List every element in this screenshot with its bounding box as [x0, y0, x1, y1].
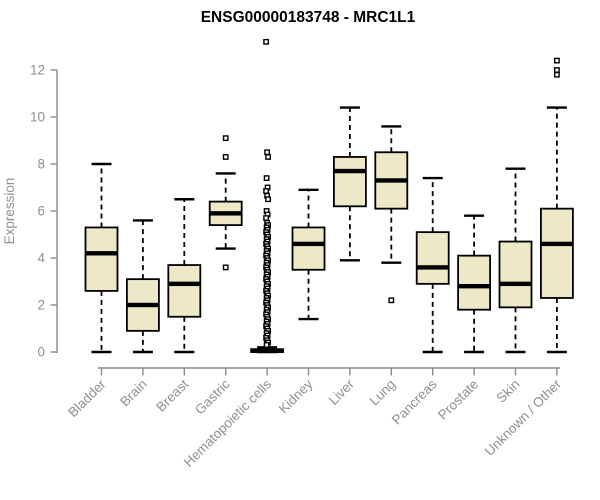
boxplot-kidney	[291, 188, 326, 321]
median-line	[85, 251, 118, 256]
boxplot-series-group	[84, 38, 574, 354]
boxplot-pancreas	[415, 176, 450, 354]
iqr-box	[415, 231, 450, 285]
boxplot-breast	[167, 198, 202, 354]
y-tick-label: 4	[37, 251, 45, 266]
boxplot-unknown-other	[540, 57, 574, 354]
y-tick-label: 10	[30, 110, 45, 125]
outlier-point	[263, 215, 269, 221]
iqr-box	[332, 156, 367, 208]
iqr-box	[498, 240, 533, 309]
median-line	[499, 281, 532, 287]
x-tick-label: Prostate	[435, 377, 481, 423]
x-tick-label: Lung	[367, 377, 399, 409]
boxplot-brain	[126, 219, 160, 354]
iqr-box	[457, 254, 492, 311]
boxplot-lung	[374, 125, 409, 304]
median-line	[209, 211, 242, 216]
y-tick-label: 0	[37, 345, 45, 360]
outlier-point	[264, 149, 270, 156]
x-tick-label: Unknown / Other	[482, 376, 565, 459]
outlier-point	[222, 135, 229, 142]
boxplot-liver	[332, 106, 367, 262]
y-tick-label: 6	[37, 204, 45, 219]
iqr-box	[84, 226, 119, 292]
median-line	[375, 178, 408, 183]
x-tick-label: Pancreas	[389, 376, 440, 427]
median-line	[458, 284, 491, 289]
outlier-point	[263, 175, 270, 181]
outlier-point	[222, 264, 229, 271]
median-line	[540, 241, 573, 247]
boxplot-prostate	[457, 214, 492, 354]
x-tick-label: Bladder	[65, 376, 109, 420]
iqr-box	[167, 264, 202, 318]
outlier-point	[263, 188, 269, 194]
x-tick-label: Gastric	[192, 376, 233, 417]
x-tick-label: Breast	[153, 376, 191, 414]
outlier-point	[265, 154, 271, 160]
y-axis: 0 2 4 6 8 10 12	[30, 63, 58, 360]
median-line	[333, 168, 366, 174]
y-tick-label: 2	[37, 298, 45, 313]
outlier-point	[263, 342, 270, 348]
iqr-box	[540, 207, 574, 299]
median-line	[416, 265, 449, 270]
y-axis-title: Expression	[2, 178, 17, 245]
outlier-point	[222, 154, 229, 160]
chart-title: ENSG00000183748 - MRC1L1	[201, 9, 416, 26]
boxplot-gastric	[208, 135, 243, 271]
outlier-point	[554, 57, 560, 64]
outlier-point	[388, 297, 395, 304]
outlier-point	[263, 38, 269, 45]
x-tick-label: Kidney	[276, 376, 316, 416]
x-tick-label: Brain	[117, 377, 150, 410]
x-tick-label: Skin	[493, 377, 522, 406]
iqr-box	[291, 226, 326, 271]
boxplot-skin	[498, 167, 533, 354]
outlier-point	[554, 67, 560, 73]
median-line	[168, 281, 201, 287]
y-tick-label: 12	[30, 63, 45, 78]
outlier-point	[554, 71, 560, 78]
boxplot-hematopoietic-cells	[250, 38, 285, 354]
median-line	[126, 302, 159, 308]
median-line	[292, 241, 325, 247]
outlier-point	[265, 196, 271, 203]
y-tick-label: 8	[37, 157, 45, 172]
boxplot-bladder	[84, 162, 119, 354]
x-tick-label: Liver	[326, 376, 358, 408]
median-line	[251, 348, 284, 354]
